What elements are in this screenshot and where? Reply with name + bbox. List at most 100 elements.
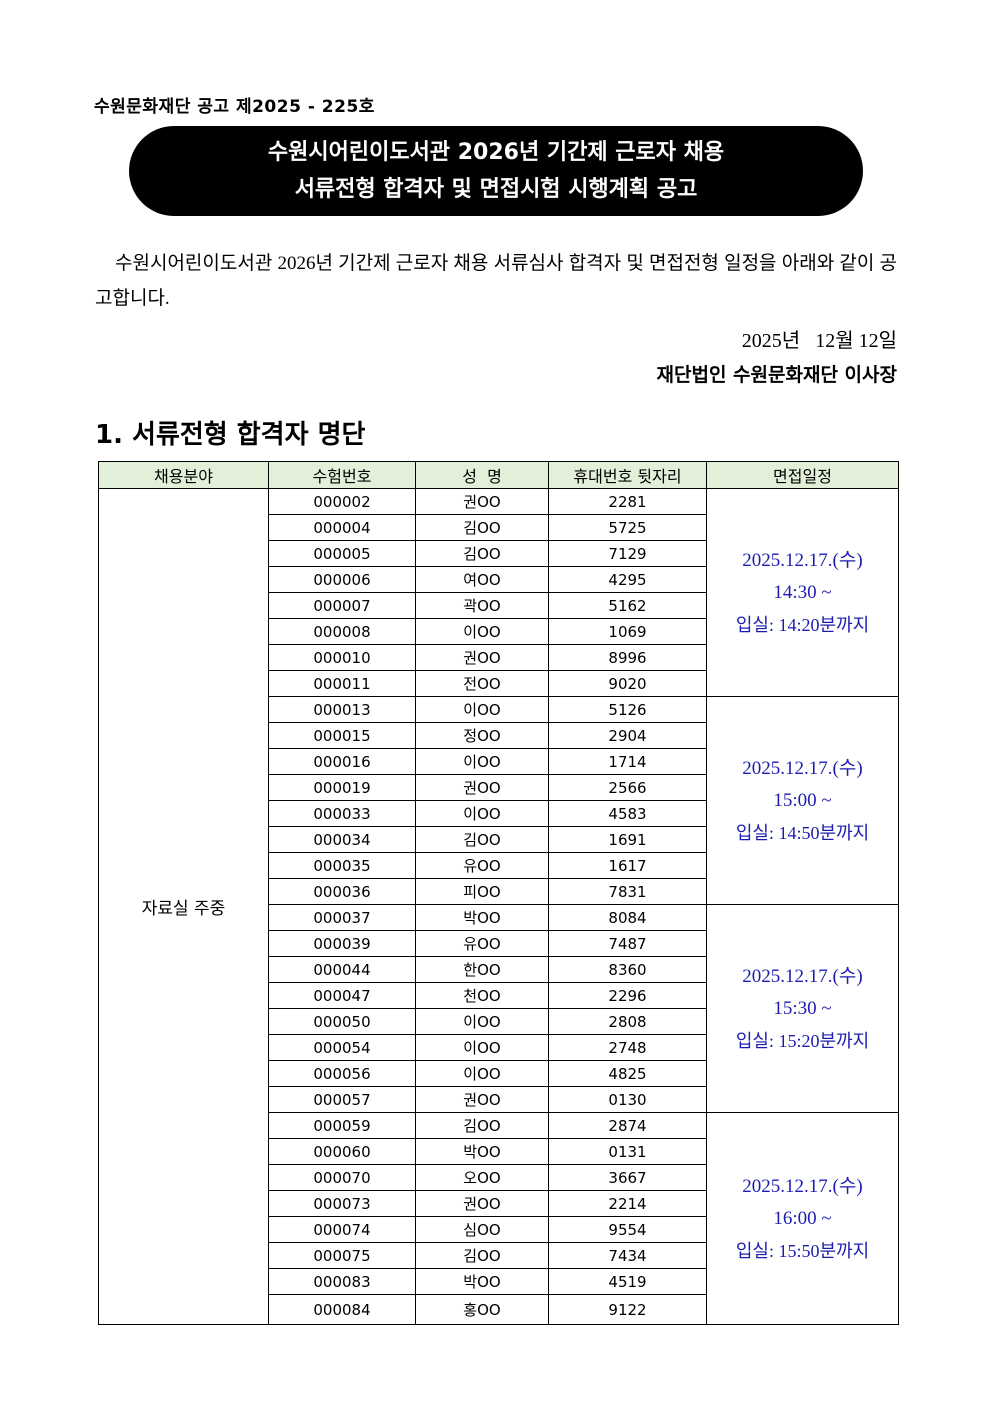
entry-deadline: 입실: 14:50분까지 xyxy=(735,822,870,843)
phone-digits-cell: 5162 xyxy=(548,592,707,619)
exam-number-cell: 000060 xyxy=(268,1138,416,1165)
interview-time: 14:30 ~ xyxy=(773,581,832,603)
phone-digits-cell: 5725 xyxy=(548,514,707,541)
table-row: 자료실 주중 000002 권OO 2281 2025.12.17.(수) 14:30 ~… xyxy=(98,488,899,1325)
phone-digits-cell: 8996 xyxy=(548,644,707,671)
phone-digits-cell: 1714 xyxy=(548,748,707,775)
exam-number-cell: 000002 xyxy=(268,488,416,515)
phone-digits-cell: 0131 xyxy=(548,1138,707,1165)
section-title: 1. 서류전형 합격자 명단 xyxy=(95,420,366,450)
exam-number-cell: 000044 xyxy=(268,956,416,983)
entry-deadline: 입실: 14:20분까지 xyxy=(735,614,870,635)
interview-schedule-cell: 2025.12.17.(수) 14:30 ~ 입실: 14:20분까지 xyxy=(706,488,899,697)
exam-number-cell: 000016 xyxy=(268,748,416,775)
interview-time: 15:00 ~ xyxy=(773,789,832,811)
exam-number-cell: 000015 xyxy=(268,722,416,749)
title-line-1: 수원시어린이도서관 2026년 기간제 근로자 채용 xyxy=(267,140,725,165)
exam-number-cell: 000019 xyxy=(268,774,416,801)
exam-number-cell: 000004 xyxy=(268,514,416,541)
phone-digits-cell: 2214 xyxy=(548,1190,707,1217)
phone-digits-cell: 3667 xyxy=(548,1164,707,1191)
exam-number-cell: 000010 xyxy=(268,644,416,671)
exam-number-cell: 000047 xyxy=(268,982,416,1009)
notice-number: 수원문화재단 공고 제2025 - 225호 xyxy=(94,97,375,117)
name-cell: 홍OO xyxy=(415,1294,549,1325)
table-row: 000033 이OO 4583 xyxy=(99,800,899,827)
phone-digits-cell: 8084 xyxy=(548,904,707,931)
table-row: 000075 김OO 7434 xyxy=(99,1242,899,1269)
interview-schedule-cell: 2025.12.17.(수) 15:00 ~ 입실: 14:50분까지 xyxy=(706,696,899,905)
name-cell: 김OO xyxy=(415,826,549,853)
interview-schedule-cell: 2025.12.17.(수) 16:00 ~ 입실: 15:50분까지 xyxy=(706,1112,899,1325)
announcement-date: 2025년 12월 12일 xyxy=(741,330,897,352)
exam-number-cell: 000073 xyxy=(268,1190,416,1217)
table-row: 000006 여OO 4295 xyxy=(99,566,899,593)
interview-date: 2025.12.17.(수) xyxy=(742,757,863,779)
exam-number-cell: 000050 xyxy=(268,1008,416,1035)
name-cell: 박OO xyxy=(415,904,549,931)
exam-number-cell: 000057 xyxy=(268,1086,416,1113)
table-row: 000056 이OO 4825 xyxy=(99,1060,899,1087)
exam-number-cell: 000007 xyxy=(268,592,416,619)
name-cell: 전OO xyxy=(415,670,549,697)
table-row: 000039 유OO 7487 xyxy=(99,930,899,957)
table-row: 000070 오OO 3667 xyxy=(99,1164,899,1191)
name-cell: 이OO xyxy=(415,696,549,723)
header-phone-last-digits: 휴대번호 뒷자리 xyxy=(548,461,707,489)
exam-number-cell: 000083 xyxy=(268,1268,416,1295)
phone-digits-cell: 1069 xyxy=(548,618,707,645)
phone-digits-cell: 9020 xyxy=(548,670,707,697)
entry-deadline: 입실: 15:50분까지 xyxy=(735,1240,870,1261)
phone-digits-cell: 2281 xyxy=(548,488,707,515)
name-cell: 곽OO xyxy=(415,592,549,619)
phone-digits-cell: 9554 xyxy=(548,1216,707,1243)
table-row: 000083 박OO 4519 xyxy=(99,1268,899,1295)
entry-deadline: 입실: 15:20분까지 xyxy=(735,1030,870,1051)
name-cell: 오OO xyxy=(415,1164,549,1191)
name-cell: 이OO xyxy=(415,618,549,645)
exam-number-cell: 000074 xyxy=(268,1216,416,1243)
name-cell: 천OO xyxy=(415,982,549,1009)
phone-digits-cell: 1617 xyxy=(548,852,707,879)
name-cell: 권OO xyxy=(415,488,549,515)
exam-number-cell: 000059 xyxy=(268,1112,416,1139)
name-cell: 이OO xyxy=(415,1060,549,1087)
phone-digits-cell: 8360 xyxy=(548,956,707,983)
name-cell: 권OO xyxy=(415,1086,549,1113)
exam-number-cell: 000033 xyxy=(268,800,416,827)
exam-number-cell: 000005 xyxy=(268,540,416,567)
name-cell: 이OO xyxy=(415,1034,549,1061)
name-cell: 여OO xyxy=(415,566,549,593)
table-row: 000034 김OO 1691 xyxy=(99,826,899,853)
phone-digits-cell: 4583 xyxy=(548,800,707,827)
header-exam-number: 수험번호 xyxy=(268,461,416,489)
phone-digits-cell: 7129 xyxy=(548,540,707,567)
phone-digits-cell: 0130 xyxy=(548,1086,707,1113)
issuer: 재단법인 수원문화재단 이사장 xyxy=(656,364,897,386)
table-row: 000054 이OO 2748 xyxy=(99,1034,899,1061)
table-row: 000007 곽OO 5162 xyxy=(99,592,899,619)
phone-digits-cell: 9122 xyxy=(548,1294,707,1325)
phone-digits-cell: 2566 xyxy=(548,774,707,801)
name-cell: 김OO xyxy=(415,514,549,541)
field-cell: 자료실 주중 xyxy=(98,488,269,1325)
phone-digits-cell: 2808 xyxy=(548,1008,707,1035)
name-cell: 박OO xyxy=(415,1268,549,1295)
table-row: 000008 이OO 1069 xyxy=(99,618,899,645)
table-row: 000019 권OO 2566 xyxy=(99,774,899,801)
table-row: 000037 박OO 8084 2025.12.17.(수) 15:30 ~ 입실: 15… xyxy=(99,904,899,1113)
phone-digits-cell: 1691 xyxy=(548,826,707,853)
exam-number-cell: 000070 xyxy=(268,1164,416,1191)
name-cell: 박OO xyxy=(415,1138,549,1165)
table-row: 000059 김OO 2874 2025.12.17.(수) 16:00 ~ 입실: 15… xyxy=(99,1112,899,1325)
name-cell: 김OO xyxy=(415,1242,549,1269)
name-cell: 이OO xyxy=(415,1008,549,1035)
exam-number-cell: 000039 xyxy=(268,930,416,957)
phone-digits-cell: 2748 xyxy=(548,1034,707,1061)
interview-date: 2025.12.17.(수) xyxy=(742,965,863,987)
name-cell: 권OO xyxy=(415,1190,549,1217)
name-cell: 권OO xyxy=(415,774,549,801)
exam-number-cell: 000006 xyxy=(268,566,416,593)
phone-digits-cell: 7487 xyxy=(548,930,707,957)
title-banner: 수원시어린이도서관 2026년 기간제 근로자 채용 서류전형 합격자 및 면접… xyxy=(129,126,863,216)
